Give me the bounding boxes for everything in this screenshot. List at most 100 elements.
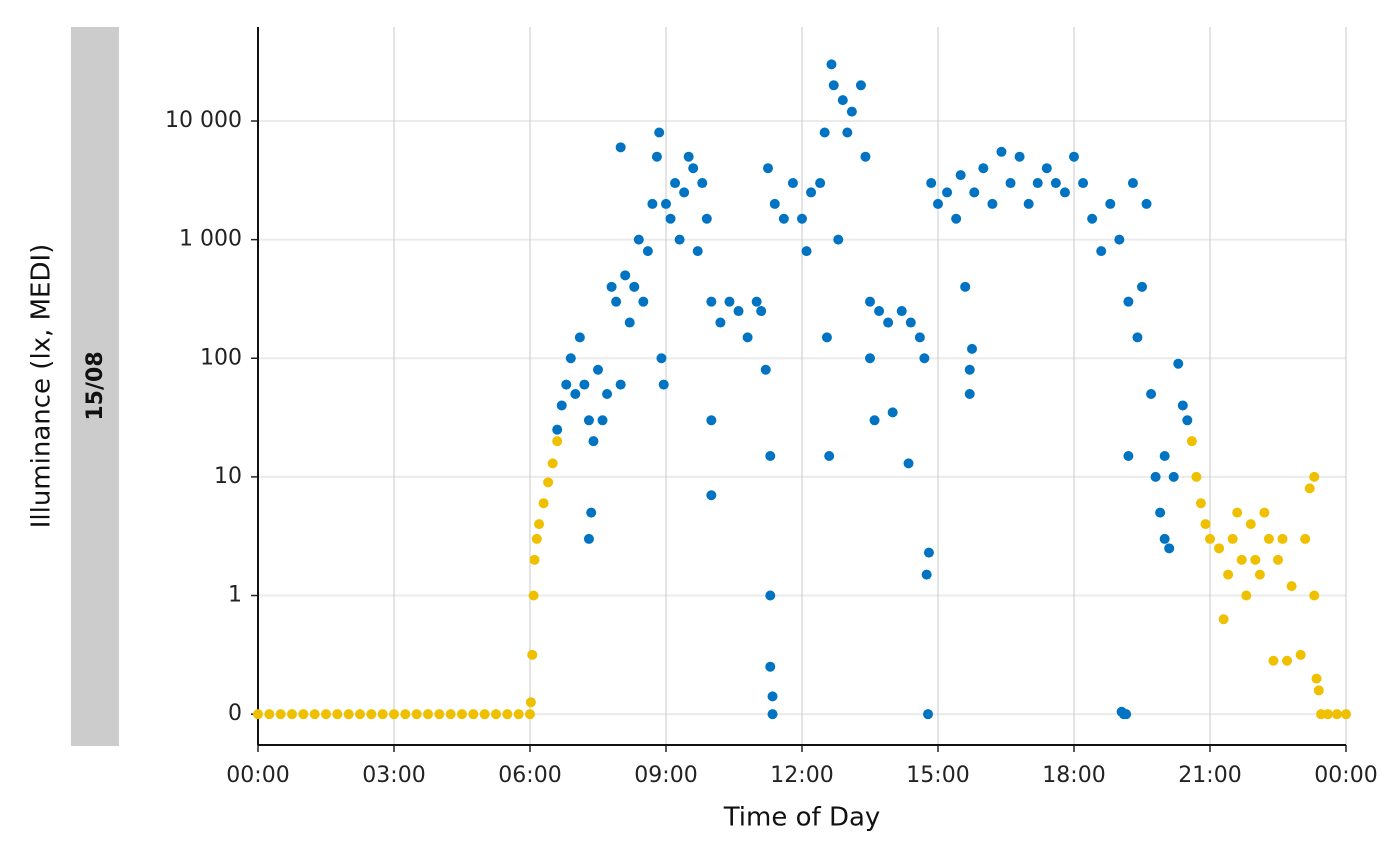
point — [665, 213, 676, 224]
point — [1078, 178, 1089, 189]
point — [468, 709, 479, 720]
point — [389, 709, 399, 720]
point — [683, 151, 694, 162]
point — [1146, 388, 1157, 399]
point — [543, 477, 554, 488]
point — [528, 590, 539, 601]
point — [960, 281, 971, 292]
point — [905, 317, 916, 328]
point — [1313, 685, 1324, 696]
point — [951, 213, 962, 224]
point — [914, 332, 925, 343]
point — [1141, 198, 1152, 209]
point — [1218, 614, 1229, 625]
point — [837, 95, 848, 106]
x-tick-label: 06:00 — [498, 763, 561, 788]
point — [1159, 451, 1170, 462]
point — [552, 436, 563, 447]
y-tick-label: 0 — [228, 701, 242, 726]
point — [1059, 187, 1070, 198]
point — [525, 709, 535, 720]
point — [525, 697, 536, 708]
point — [1227, 533, 1238, 544]
point — [978, 163, 989, 174]
point — [801, 246, 812, 257]
x-tick-label: 00:00 — [226, 763, 289, 788]
point — [615, 142, 626, 153]
point — [1023, 198, 1034, 209]
point — [611, 296, 622, 307]
point — [706, 296, 717, 307]
point — [1182, 415, 1193, 426]
y-tick-label: 100 — [200, 345, 242, 370]
point — [479, 709, 490, 720]
point — [828, 80, 839, 91]
point — [760, 364, 771, 375]
point — [445, 709, 456, 720]
point — [1159, 533, 1170, 544]
point — [1087, 213, 1098, 224]
point — [531, 533, 542, 544]
point — [411, 709, 422, 720]
point — [887, 407, 898, 418]
point — [1268, 655, 1279, 666]
facet-label: 15/08 — [83, 351, 108, 420]
point — [1300, 533, 1311, 544]
point — [606, 281, 617, 292]
point — [883, 317, 894, 328]
x-axis-title: Time of Day — [723, 803, 881, 833]
x-tick-label: 12:00 — [770, 763, 833, 788]
point — [1282, 655, 1293, 666]
point — [926, 178, 937, 189]
point — [1311, 673, 1322, 684]
point — [688, 163, 699, 174]
point — [651, 151, 662, 162]
point — [583, 533, 594, 544]
point — [491, 709, 501, 720]
point — [826, 59, 837, 70]
point — [583, 415, 594, 426]
point — [642, 246, 653, 257]
point — [903, 458, 914, 469]
point — [620, 270, 631, 281]
point — [1295, 649, 1306, 660]
point — [1309, 471, 1320, 482]
point — [1205, 533, 1215, 544]
point — [778, 213, 789, 224]
point — [547, 458, 558, 469]
point — [701, 213, 712, 224]
point — [597, 415, 608, 426]
point — [765, 590, 776, 601]
point — [767, 709, 778, 720]
point — [629, 281, 640, 292]
point — [513, 709, 524, 720]
x-tick-label: 03:00 — [362, 763, 425, 788]
point — [593, 364, 603, 375]
point — [615, 379, 626, 390]
point — [1259, 507, 1270, 518]
point — [1050, 178, 1061, 189]
point — [264, 709, 275, 720]
point — [534, 519, 545, 530]
point — [964, 364, 975, 375]
point — [846, 106, 857, 117]
point — [502, 709, 513, 720]
point — [654, 127, 665, 138]
point — [423, 709, 433, 720]
point — [763, 163, 773, 174]
point — [579, 379, 590, 390]
point — [769, 198, 780, 209]
point — [1241, 590, 1252, 601]
point — [842, 127, 853, 138]
point — [806, 187, 817, 198]
x-tick-label: 09:00 — [634, 763, 697, 788]
point — [751, 296, 762, 307]
point — [819, 127, 830, 138]
point — [588, 436, 599, 447]
point — [765, 451, 776, 462]
point — [355, 709, 365, 720]
point — [865, 353, 875, 364]
point — [733, 306, 744, 317]
point — [309, 709, 320, 720]
point — [1214, 543, 1225, 554]
